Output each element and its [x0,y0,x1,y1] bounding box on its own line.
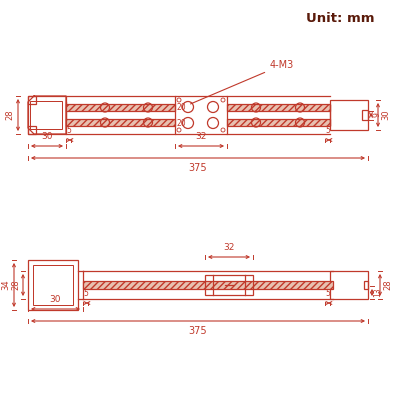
Bar [30,101,62,129]
Text: 30: 30 [50,295,61,304]
Bar [28,96,36,104]
Text: 375: 375 [189,163,207,173]
Bar [28,96,66,134]
Text: 5: 5 [325,126,330,135]
Text: 13: 13 [374,288,382,297]
Text: 28: 28 [12,280,20,290]
Text: 5: 5 [66,126,71,135]
Bar [28,260,78,310]
Bar [362,110,368,120]
Bar [227,104,330,111]
Bar [83,281,333,289]
Bar [66,119,175,126]
Text: 30: 30 [382,110,390,120]
Bar [175,96,227,134]
Text: 34: 34 [2,280,10,290]
Bar [330,100,368,130]
Text: 28: 28 [6,110,14,120]
Text: 30: 30 [41,132,53,141]
Text: 4-M3: 4-M3 [190,60,294,104]
Bar [205,275,253,295]
Text: 9: 9 [372,112,382,118]
Text: 375: 375 [189,326,207,336]
Bar [28,126,36,134]
Text: 28: 28 [384,280,392,290]
Bar [364,281,368,289]
Text: 5: 5 [325,289,330,298]
Text: Unit: mm: Unit: mm [306,12,374,25]
Text: 32: 32 [195,132,207,141]
Text: 5: 5 [83,289,88,298]
Text: 20: 20 [176,102,186,112]
Bar [330,271,368,299]
Bar [227,119,330,126]
Text: 32: 32 [223,243,235,252]
Bar [33,265,73,305]
Text: 20: 20 [176,118,186,128]
Bar [66,104,175,111]
